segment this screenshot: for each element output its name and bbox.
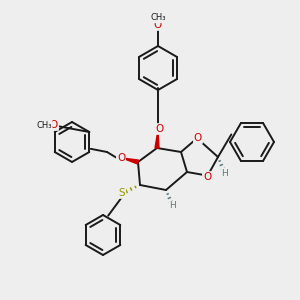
Text: O: O [50,120,58,130]
Text: O: O [154,20,162,30]
Text: CH₃: CH₃ [150,14,166,22]
Text: O: O [117,153,125,163]
Text: O: O [203,172,211,182]
Polygon shape [122,158,139,164]
Text: H: H [222,169,228,178]
Text: S: S [119,188,125,198]
Text: O: O [155,124,163,134]
Text: CH₃: CH₃ [36,121,52,130]
Polygon shape [155,130,159,148]
Text: H: H [169,202,176,211]
Text: O: O [194,133,202,143]
